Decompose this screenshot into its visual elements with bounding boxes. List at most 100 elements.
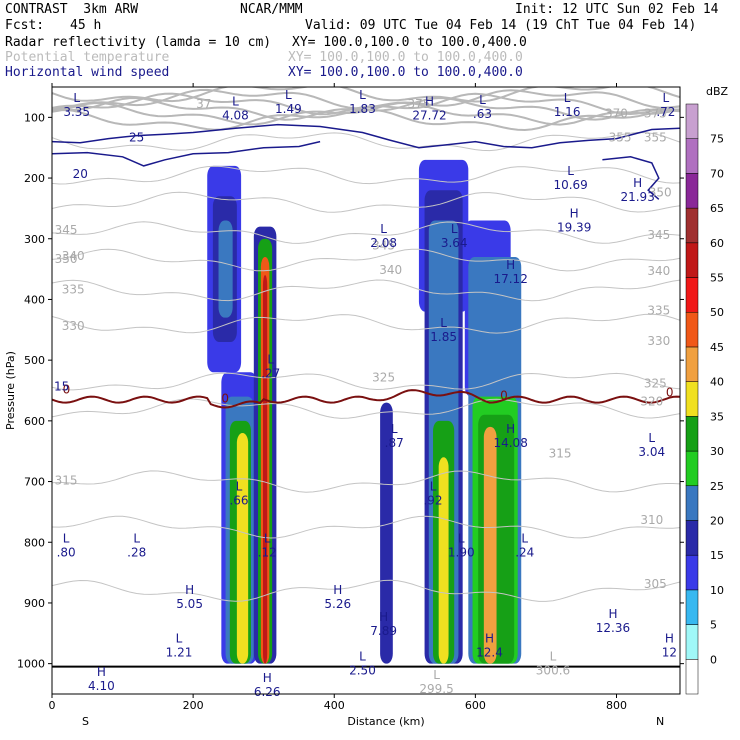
plot-area [52,87,680,694]
colorbar-label-1: 5 [710,619,717,632]
extremum-type-7: L [663,91,670,105]
colorbar-swatch-14 [685,173,699,209]
theta-contour-16 [52,515,680,539]
colorbar-label-14: 70 [710,167,724,180]
extremum-type-21: L [63,531,70,545]
x-axis-left-end: S [82,715,89,728]
reflectivity-cell-10 [262,275,268,664]
wind-contour-1 [52,140,321,167]
extremum-8: L10.69 [553,164,587,192]
extremum-13: H17.12 [493,258,527,286]
extremum-6: L1.16 [554,91,581,119]
extremum-type-17: H [506,422,515,436]
colorbar-swatch-8 [685,381,699,417]
extremum-type-18: L [648,431,655,445]
extremum-31: H12.4 [476,631,503,659]
extremum-16: L.87 [385,422,404,450]
theta-contour-10 [52,248,680,272]
theta-label-11: 355 [609,131,632,145]
theta-contour-2 [52,92,680,116]
theta-label-23: 375 [407,97,430,111]
theta-label-22: 305 [644,577,667,591]
theta-label-12: 355 [644,131,667,145]
theta-label-0: 350 [55,252,78,266]
extremum-type-8: L [567,164,574,178]
extremum-1: L4.08 [222,94,249,122]
wind-label-1: 20 [73,167,88,181]
extremum-11: L2.08 [370,222,397,250]
extremum-value-25: .24 [515,545,534,559]
extremum-value-4: 27.72 [412,108,446,122]
extremum-26: H5.05 [176,583,203,611]
colorbar-label-6: 30 [710,445,724,458]
extremum-type-37: L [433,668,440,682]
wind-contour-2 [602,156,660,200]
extremum-value-15: .27 [261,366,280,380]
y-tick-label-6: 700 [24,476,45,489]
extremum-value-3: 1.83 [349,102,376,116]
field-theta-name: Potential temperature [5,50,170,65]
colorbar-swatch-12 [685,242,699,278]
extremum-type-30: L [176,631,183,645]
extremum-value-18: 3.04 [638,445,665,459]
colorbar-swatch-5 [685,485,699,521]
colorbar-swatch-13 [685,207,699,244]
extremum-type-27: H [333,583,342,597]
extremum-value-33: 2.50 [349,664,376,678]
theta-label-8: 325 [372,370,395,384]
extremum-type-34: L [550,650,557,664]
extremum-23: L.12 [258,531,277,559]
extremum-type-25: L [521,531,528,545]
theta-label-10: 375 [644,106,667,120]
theta-label-7: 340 [379,263,402,277]
extremum-value-16: .87 [385,436,404,450]
theta-label-17: 330 [647,334,670,348]
theta-label-9: 370 [605,106,628,120]
extremum-type-12: L [451,222,458,236]
colorbar-swatch-11 [685,277,699,313]
reflectivity-cell-16 [438,457,449,664]
theta-contour-0 [52,87,680,103]
extremum-33: L2.50 [349,650,376,678]
x-axis-right-end: N [656,715,664,728]
y-tick-label-3: 400 [24,293,45,306]
extremum-value-19: .66 [229,494,248,508]
extremum-32: H12 [662,631,677,659]
extremum-type-3: L [359,88,366,102]
colorbar-label-8: 40 [710,376,724,389]
extremum-value-0: 3.35 [63,105,90,119]
extremum-25: L.24 [515,531,534,559]
theta-contours [52,87,680,602]
extremum-12: L3.64 [441,222,468,250]
extremum-value-37: 299.5 [419,682,453,696]
extremum-value-9: 21.93 [620,190,654,204]
extremum-29: H12.36 [596,607,630,635]
extremum-type-20: L [430,480,437,494]
extremum-28: H7.89 [370,610,397,638]
extremum-type-2: L [285,88,292,102]
plot-background [52,87,680,694]
y-tick-label-9: 1000 [17,658,45,671]
colorbar-label-10: 50 [710,306,724,319]
extremum-value-11: 2.08 [370,236,397,250]
theta-contour-7 [52,165,680,185]
theta-contour-9 [52,221,680,244]
colorbar-unit: dBZ [706,85,729,98]
extremum-value-7: .72 [656,105,675,119]
extremum-type-36: H [263,671,272,685]
extremum-type-35: H [97,665,106,679]
theta-label-18: 325 [644,376,667,390]
colorbar-label-5: 25 [710,480,724,493]
reflectivity-cell-21 [483,426,497,664]
theta-contour-14 [52,398,680,419]
extremum-value-24: 1.90 [448,545,475,559]
extremum-type-16: L [391,422,398,436]
y-tick-label-4: 500 [24,354,45,367]
extremum-value-14: 1.85 [430,330,457,344]
extremum-value-10: 19.39 [557,221,591,235]
extremum-30: L1.21 [166,631,193,659]
theta-label-24: 37 [196,97,211,111]
